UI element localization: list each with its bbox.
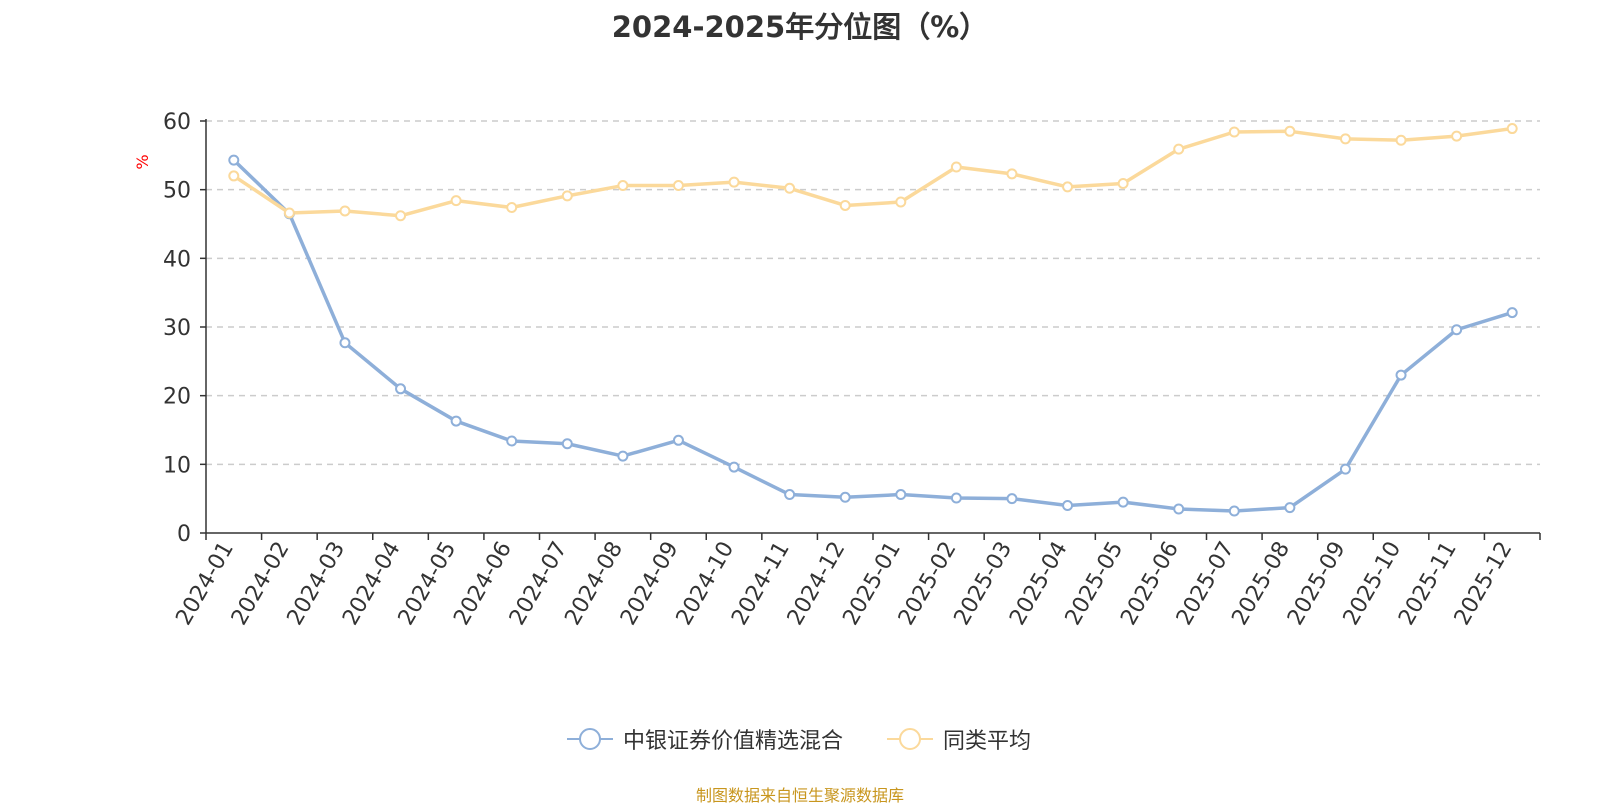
series-0-point-2025-02: [950, 492, 962, 504]
series-0-point-2025-05: [1117, 496, 1129, 508]
series-1-point-2025-09: [1339, 133, 1351, 145]
series-0-point-2025-07: [1228, 505, 1240, 517]
series-1-point-2024-07: [561, 190, 573, 202]
series-0-point-2024-10: [728, 461, 740, 473]
axis-layer: 01020304050602024-012024-022024-032024-0…: [133, 110, 1541, 630]
y-tick-label-10: 10: [163, 453, 191, 478]
series-line-0: [232, 158, 1513, 513]
series-1-point-2024-08: [617, 180, 629, 192]
series-1-point-2024-11: [784, 182, 796, 194]
series-1-point-2024-10: [728, 176, 740, 188]
series-0-point-2024-11: [784, 489, 796, 501]
legend-label-fund: 中银证券价值精选混合: [623, 729, 844, 754]
series-1-point-2025-07: [1228, 126, 1240, 138]
series-1-point-2025-02: [950, 161, 962, 173]
grid-layer: [206, 120, 1540, 466]
series-1-point-2024-05: [450, 195, 462, 207]
series-1-point-2025-04: [1062, 181, 1074, 193]
series-0-point-2025-08: [1284, 502, 1296, 514]
series-1-point-2024-06: [506, 202, 518, 214]
series-0-point-2025-10: [1395, 369, 1407, 381]
series-1-point-2024-03: [339, 205, 351, 217]
legend-label-peer-average: 同类平均: [943, 729, 1032, 754]
series-0-point-2024-03: [339, 337, 351, 349]
series-0-point-2024-04: [395, 383, 407, 395]
legend-marker-fund-icon: [567, 728, 613, 750]
source-note: 制图数据来自恒生聚源数据库: [695, 786, 904, 805]
series-1-point-2024-01: [228, 170, 240, 182]
series-1-point-2025-12: [1506, 123, 1518, 135]
series-0-point-2025-03: [1006, 493, 1018, 505]
y-tick-label-40: 40: [163, 247, 191, 272]
y-tick-label-20: 20: [163, 385, 191, 410]
series-1-point-2024-04: [395, 210, 407, 222]
legend-item-peer-average[interactable]: 同类平均: [885, 722, 1031, 756]
series-0-point-2024-08: [617, 450, 629, 462]
series-1-point-2025-01: [895, 196, 907, 208]
series-0-point-2024-12: [839, 491, 851, 503]
series-0-point-2025-06: [1173, 503, 1185, 515]
series-line-1: [232, 126, 1513, 218]
legend-item-fund[interactable]: 中银证券价值精选混合: [565, 722, 843, 756]
y-tick-label-0: 0: [177, 522, 191, 547]
series-1-point-2025-03: [1006, 168, 1018, 180]
series-0-point-2024-07: [561, 438, 573, 450]
series-0-point-2024-01: [228, 154, 240, 166]
series-1-point-2025-05: [1117, 177, 1129, 189]
y-tick-label-50: 50: [163, 179, 191, 204]
series-1-point-2024-09: [672, 180, 684, 192]
series-layer: [228, 123, 1518, 517]
series-0-point-2024-05: [450, 415, 462, 427]
series-0-point-2025-04: [1062, 500, 1074, 512]
series-0-point-2025-11: [1451, 324, 1463, 336]
series-0-point-2025-12: [1506, 307, 1518, 319]
series-1-point-2024-02: [283, 207, 295, 219]
series-1-point-2025-11: [1451, 130, 1463, 142]
series-1-point-2024-12: [839, 199, 851, 211]
series-0-point-2025-09: [1339, 463, 1351, 475]
series-0-point-2024-06: [506, 435, 518, 447]
y-tick-label-60: 60: [163, 110, 191, 135]
y-tick-label-30: 30: [163, 316, 191, 341]
y-axis-label: %: [133, 154, 152, 169]
series-0-point-2025-01: [895, 489, 907, 501]
legend-marker-peer-average-icon: [887, 728, 933, 750]
series-0-point-2024-09: [672, 434, 684, 446]
series-1-point-2025-10: [1395, 134, 1407, 146]
chart-title: 2024-2025年分位图（%）: [611, 10, 989, 44]
series-1-point-2025-08: [1284, 125, 1296, 137]
series-1-point-2025-06: [1173, 143, 1185, 155]
